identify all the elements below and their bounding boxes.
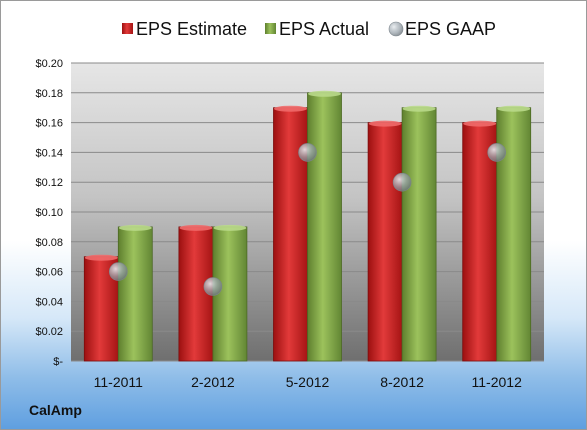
x-tick-label: 11-2011 [94, 374, 144, 390]
bar-eps-actual [401, 107, 437, 362]
bar-eps-estimate [178, 226, 214, 362]
y-tick-label: $0.20 [35, 58, 63, 70]
y-tick-label: $0.18 [35, 88, 63, 100]
bar-top-highlight [213, 224, 247, 231]
bar-eps-estimate [367, 122, 403, 362]
y-tick-label: $0.14 [35, 147, 63, 159]
x-tick-label: 5-2012 [286, 374, 330, 390]
bar-top-highlight [463, 120, 497, 127]
x-tick-label: 11-2012 [472, 374, 523, 390]
legend-swatch [122, 23, 133, 34]
bar-top-highlight [274, 105, 307, 112]
bar-top-highlight [402, 105, 436, 112]
bar-top-highlight [368, 120, 402, 127]
bar-top-highlight [118, 224, 152, 231]
bar-top-highlight [179, 224, 213, 231]
marker-eps-gaap [298, 143, 317, 162]
y-tick-label: $0.10 [35, 207, 63, 219]
marker-eps-gaap [392, 172, 412, 192]
bar-top-highlight [497, 105, 531, 112]
y-tick-label: $0.12 [35, 177, 63, 189]
y-tick-label: $0.08 [35, 237, 63, 249]
marker-eps-gaap [487, 143, 507, 162]
marker-eps-gaap [203, 277, 223, 296]
legend-label: EPS GAAP [405, 19, 496, 39]
y-tick-label: $0.06 [35, 267, 63, 279]
y-axis-labels: $- $0.02 $0.04 $0.06 $0.08 $0.10 $0.12 $0.14 $0.… [35, 58, 63, 368]
legend: EPS Estimate EPS Actual EPS GAAP [122, 19, 496, 39]
x-tick-label: 2-2012 [191, 374, 235, 390]
y-tick-label: $0.16 [35, 118, 63, 130]
gaap-markers [109, 143, 507, 296]
y-tick-label: $0.04 [35, 296, 63, 308]
x-tick-label: 8-2012 [380, 374, 424, 390]
y-tick-label: $0.02 [35, 326, 63, 338]
bar-top-highlight [84, 254, 118, 261]
legend-swatch [388, 21, 404, 37]
bar-eps-actual [212, 226, 248, 362]
legend-label: EPS Estimate [136, 19, 247, 39]
bar-eps-actual [117, 226, 153, 362]
legend-label: EPS Actual [279, 19, 369, 39]
x-axis-labels: 11-2011 2-2012 5-2012 8-2012 11-2012 [94, 374, 522, 390]
legend-swatch [265, 23, 276, 34]
bar-top-highlight [308, 90, 341, 97]
marker-eps-gaap [109, 262, 128, 281]
bar-eps-actual [307, 92, 342, 362]
company-name: CalAmp [29, 402, 82, 418]
bar-eps-estimate [462, 122, 498, 362]
y-tick-label: $- [53, 356, 63, 368]
